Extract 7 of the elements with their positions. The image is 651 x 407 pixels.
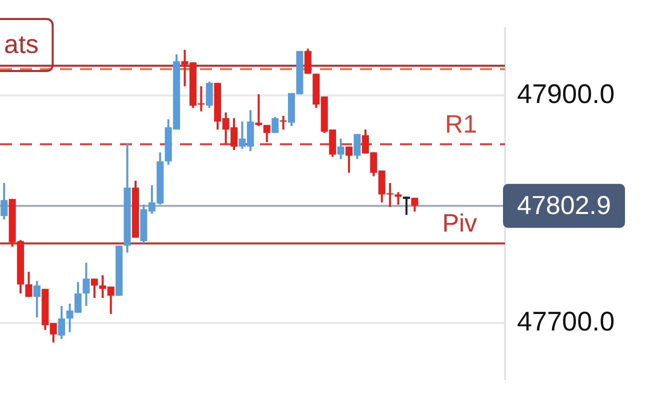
candlestick bbox=[255, 94, 262, 126]
ref-line-label: R1 bbox=[445, 110, 477, 139]
y-tick-label: 47700.0 bbox=[517, 306, 615, 336]
ref-line-label: 47802.9 bbox=[517, 190, 611, 220]
annotation: ats bbox=[4, 29, 39, 60]
y-tick-label: 47900.0 bbox=[517, 78, 615, 109]
ref-line-label: Piv bbox=[442, 210, 478, 238]
